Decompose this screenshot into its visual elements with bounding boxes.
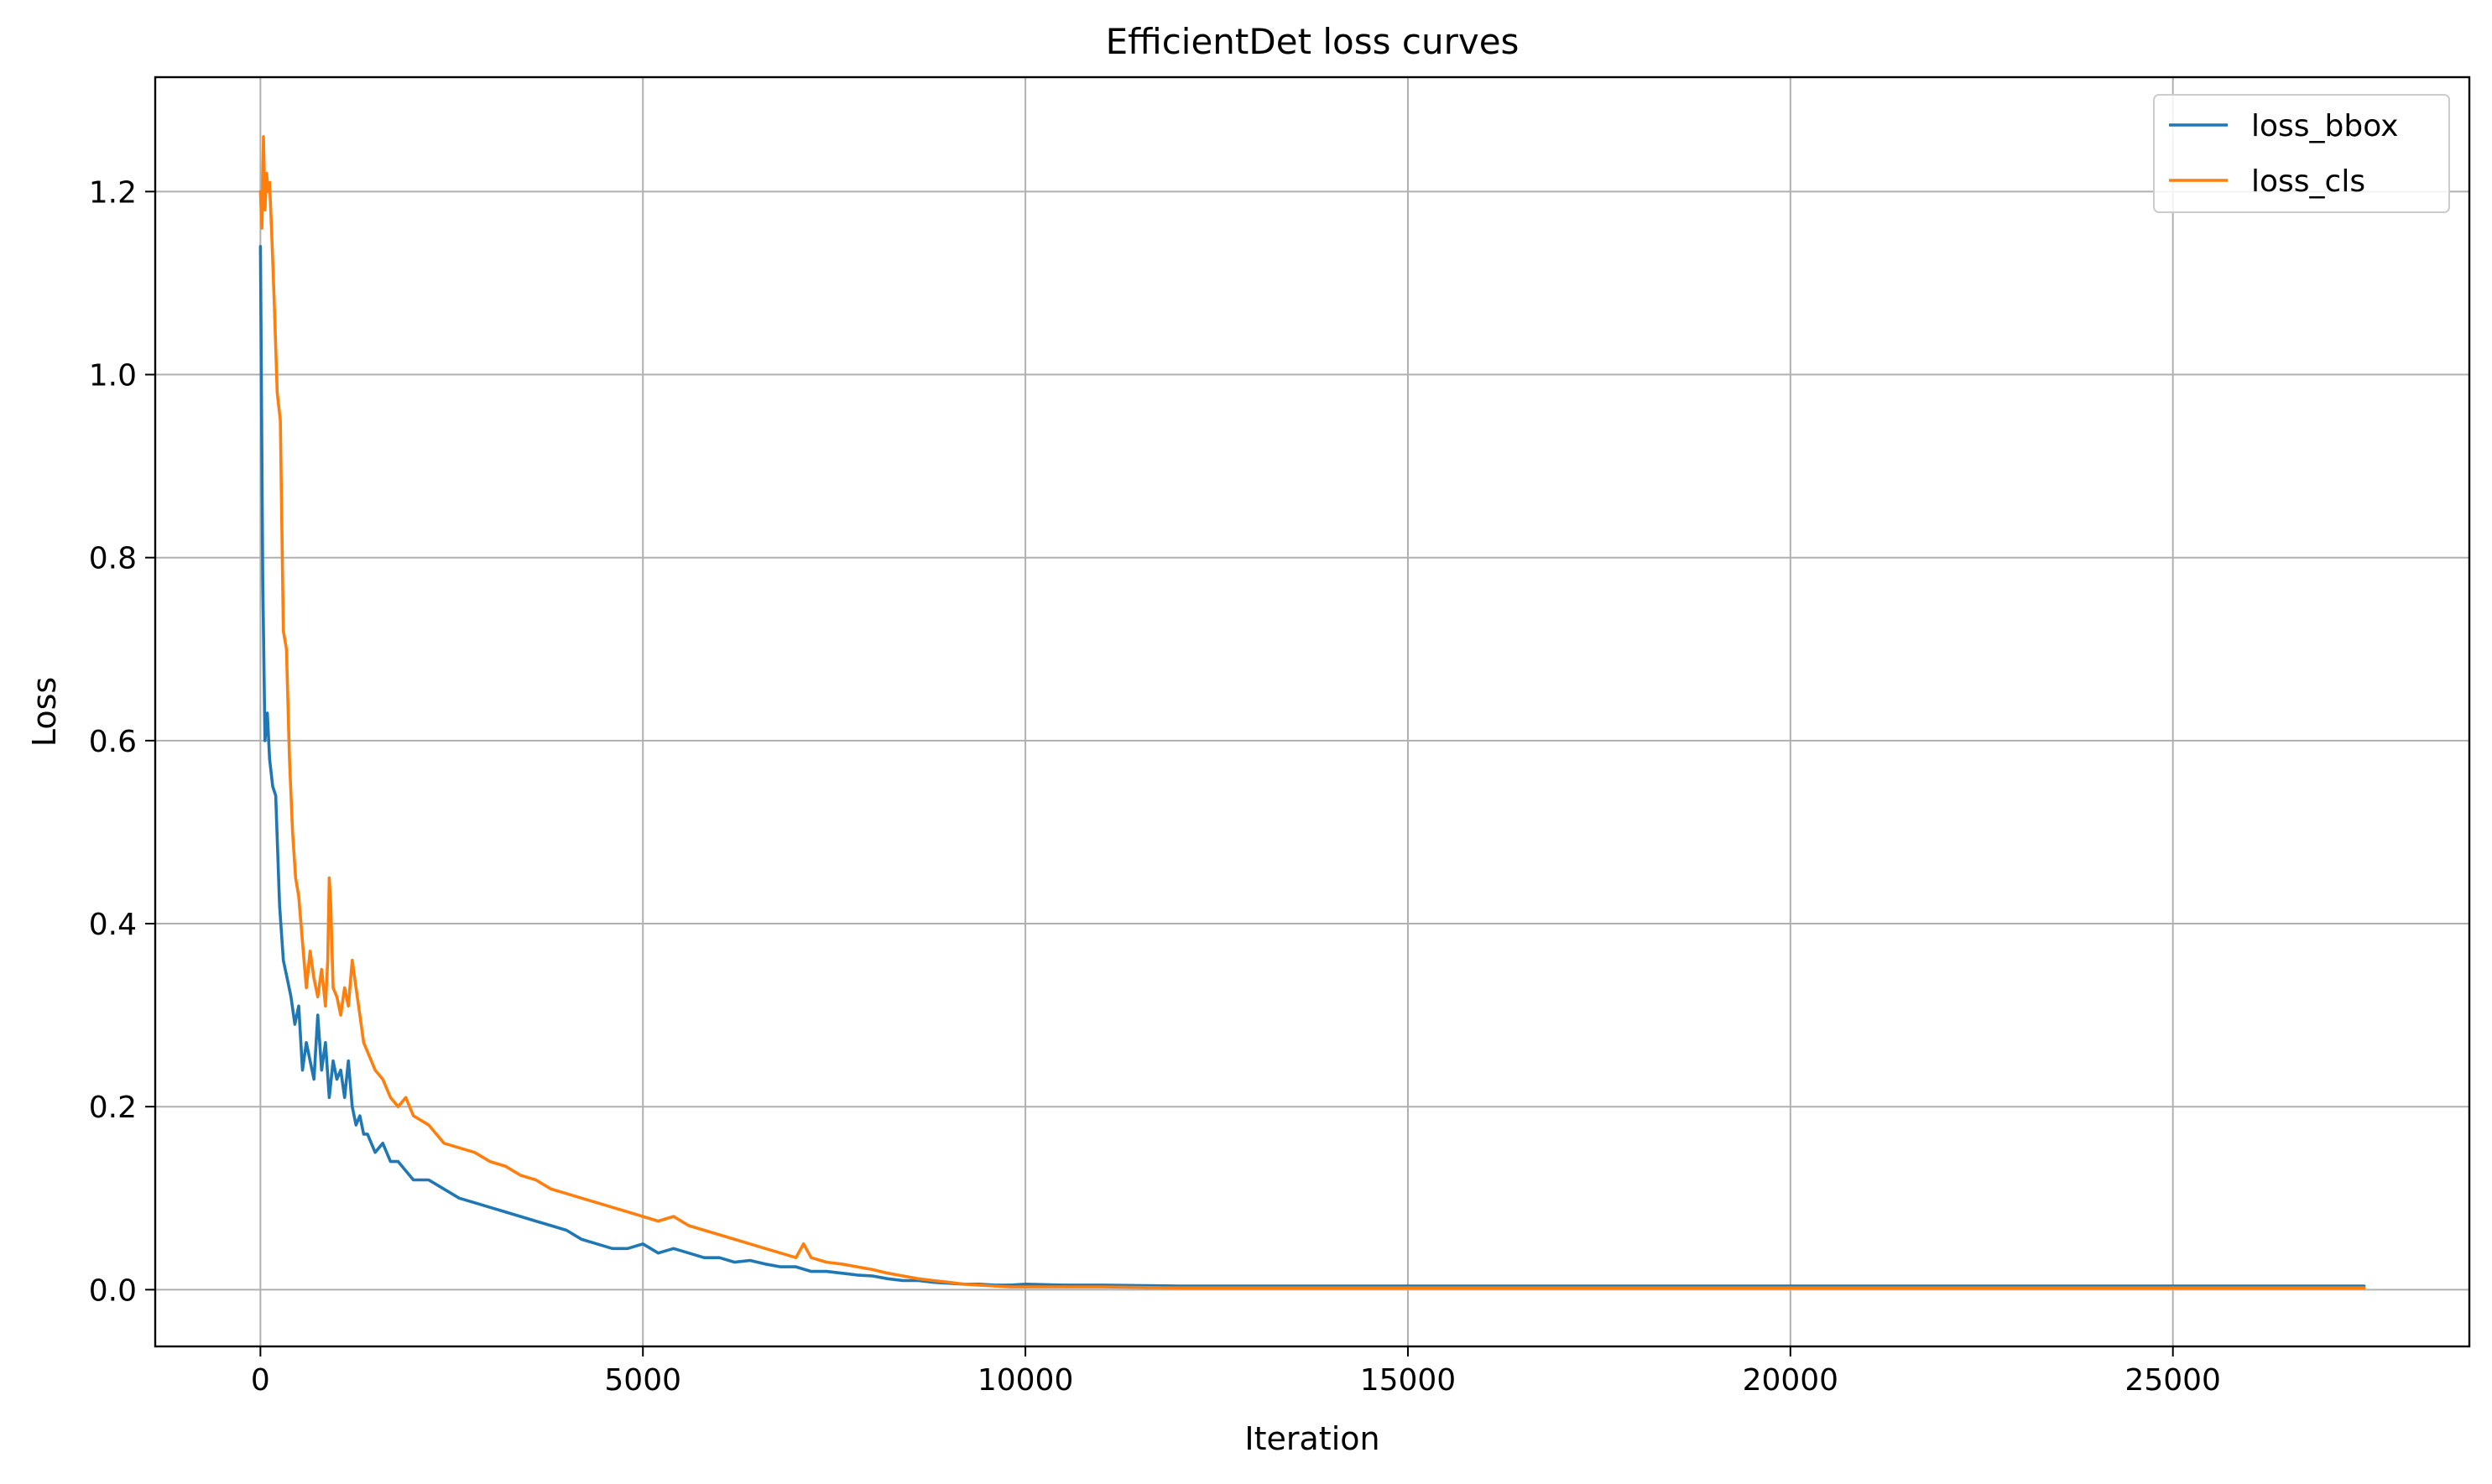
y-tick-label: 1.0 [89, 359, 137, 393]
series-line-loss-cls [258, 135, 2366, 1289]
x-tick-label: 15000 [1360, 1363, 1457, 1398]
axis-ticks: 0 5000 10000 15000 20000 25000 0.0 0.2 0.4 0.6 0.8… [89, 175, 2221, 1398]
series-lines [258, 135, 2366, 1289]
legend-label-loss-cls: loss_cls [2251, 164, 2365, 199]
x-tick-label: 10000 [978, 1363, 1074, 1398]
grid-lines [155, 77, 2469, 1346]
y-tick-label: 0.2 [89, 1091, 137, 1125]
chart-title: EfficientDet loss curves [1106, 21, 1520, 62]
y-tick-label: 1.2 [89, 175, 137, 210]
y-tick-label: 0.6 [89, 725, 137, 759]
y-tick-label: 0.8 [89, 542, 137, 576]
plot-frame [154, 76, 2471, 1348]
x-axis-label: Iteration [1244, 1420, 1379, 1457]
x-tick-label: 25000 [2124, 1363, 2221, 1398]
y-tick-label: 0.0 [89, 1273, 137, 1308]
legend: loss_bbox loss_cls [2153, 94, 2450, 213]
x-tick-label: 5000 [604, 1363, 681, 1398]
series-line-loss-bbox [258, 245, 2366, 1288]
x-tick-label: 0 [251, 1363, 270, 1398]
y-tick-label: 0.4 [89, 908, 137, 942]
y-axis-label: Loss [26, 677, 63, 747]
x-tick-label: 20000 [1743, 1363, 1839, 1398]
legend-label-loss-bbox: loss_bbox [2251, 109, 2398, 143]
